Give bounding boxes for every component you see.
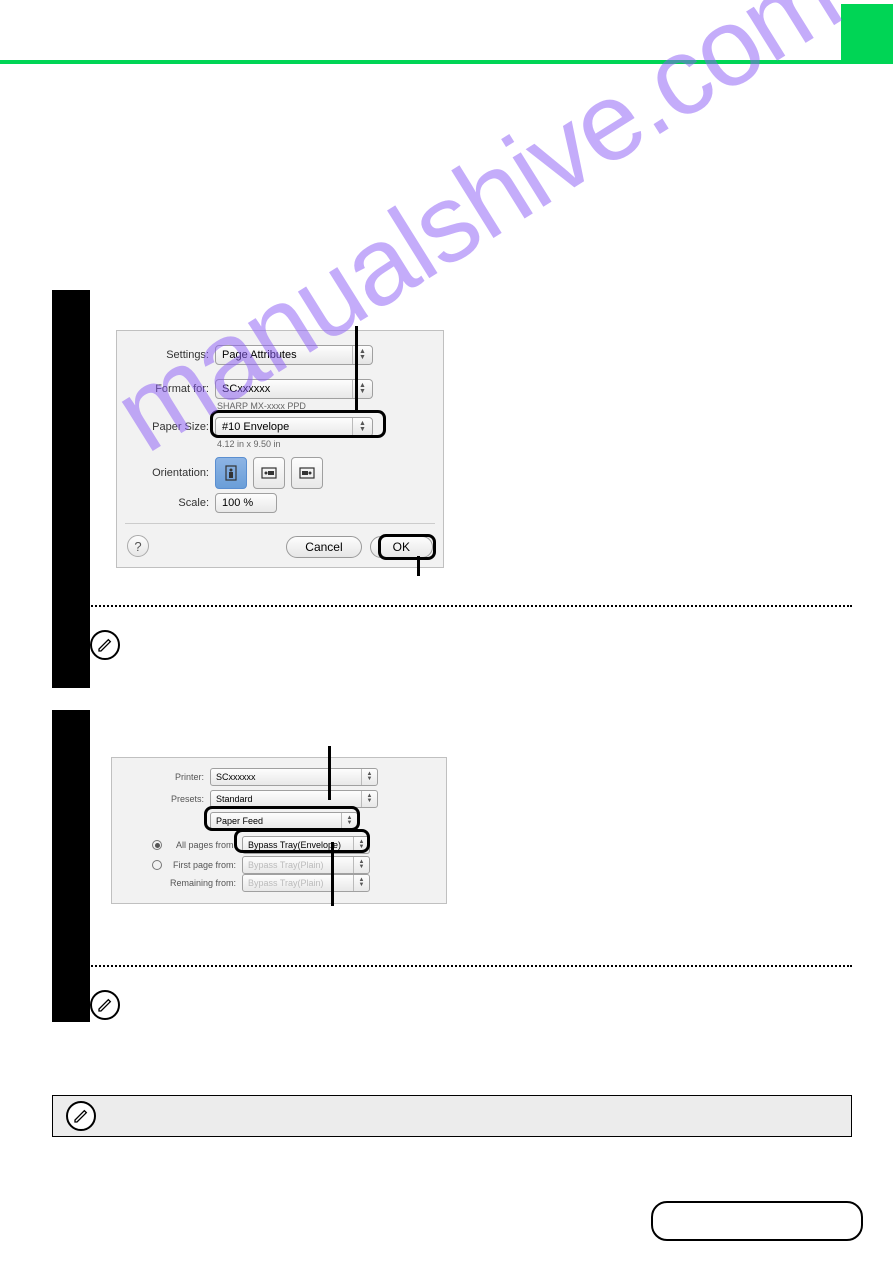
ok-button[interactable]: OK (370, 536, 433, 558)
dotted-divider-2 (52, 965, 852, 967)
printer-label: Printer: (112, 772, 204, 782)
orientation-label: Orientation: (117, 467, 209, 479)
paper-size-select[interactable]: #10 Envelope ▲▼ (215, 417, 373, 437)
paper-dims: 4.12 in x 9.50 in (217, 439, 281, 449)
format-for-value: SCxxxxxx (222, 383, 270, 395)
first-page-radio[interactable] (152, 860, 162, 870)
first-page-select: Bypass Tray(Plain)▲▼ (242, 856, 370, 874)
help-button[interactable]: ? (127, 535, 149, 557)
cancel-button[interactable]: Cancel (286, 536, 361, 558)
orientation-portrait[interactable] (215, 457, 247, 489)
scale-label: Scale: (117, 497, 209, 509)
presets-label: Presets: (112, 794, 204, 804)
section-select[interactable]: Paper Feed▲▼ (210, 812, 358, 830)
step1-sidebar (52, 290, 90, 688)
paper-size-label: Paper Size: (117, 421, 209, 433)
remaining-label: Remaining from: (166, 878, 236, 888)
page-setup-dialog: Settings: Page Attributes ▲▼ Format for:… (116, 330, 444, 568)
callout-line-papersize (355, 326, 358, 410)
step2-sidebar (52, 710, 90, 1022)
all-pages-label: All pages from: (166, 840, 236, 850)
contents-tab[interactable] (651, 1201, 863, 1241)
scale-input[interactable]: 100 % (215, 493, 277, 513)
first-page-label: First page from: (166, 860, 236, 870)
orientation-landscape-right[interactable] (291, 457, 323, 489)
paper-size-value: #10 Envelope (222, 421, 289, 433)
corner-accent (841, 4, 893, 60)
callout-line-paperfeed (328, 746, 331, 800)
pencil-note-icon (90, 630, 120, 660)
callout-line-allpages (331, 842, 334, 906)
pencil-note-icon (66, 1101, 96, 1131)
all-pages-radio[interactable] (152, 840, 162, 850)
settings-select[interactable]: Page Attributes ▲▼ (215, 345, 373, 365)
dotted-divider-1 (52, 605, 852, 607)
format-for-label: Format for: (117, 383, 209, 395)
settings-value: Page Attributes (222, 349, 297, 361)
presets-select[interactable]: Standard▲▼ (210, 790, 378, 808)
settings-label: Settings: (117, 349, 209, 361)
bottom-info-box (52, 1095, 852, 1137)
header-rule (0, 60, 893, 64)
pencil-note-icon (90, 990, 120, 1020)
printer-select[interactable]: SCxxxxxx▲▼ (210, 768, 378, 786)
orientation-landscape-left[interactable] (253, 457, 285, 489)
all-pages-select[interactable]: Bypass Tray(Envelope)▲▼ (242, 836, 370, 854)
print-paperfeed-dialog: Printer: SCxxxxxx▲▼ Presets: Standard▲▼ … (111, 757, 447, 904)
callout-line-ok (417, 556, 420, 576)
format-for-select[interactable]: SCxxxxxx ▲▼ (215, 379, 373, 399)
remaining-select: Bypass Tray(Plain)▲▼ (242, 874, 370, 892)
ppd-driver-line: SHARP MX-xxxx PPD (217, 401, 306, 411)
header-bar (0, 4, 893, 60)
